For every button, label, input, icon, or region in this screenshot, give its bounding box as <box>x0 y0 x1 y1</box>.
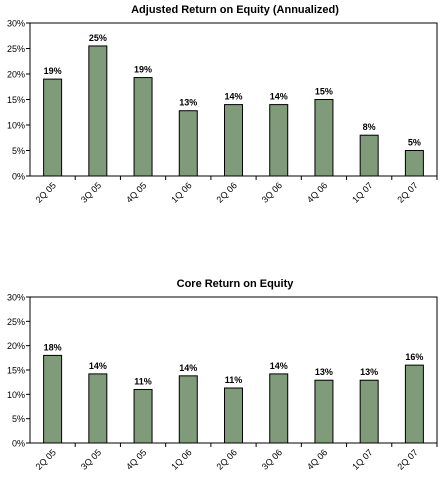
x-tick-label: 2Q 06 <box>214 447 238 471</box>
y-tick-label: 30% <box>7 293 25 303</box>
data-label: 14% <box>89 361 107 371</box>
y-tick-label: 10% <box>7 121 25 131</box>
x-tick-label: 4Q 06 <box>305 447 329 471</box>
data-label: 13% <box>179 98 197 108</box>
x-axis: 2Q 05 3Q 05 4Q 05 1Q 06 2Q 06 3Q 06 4Q 06 1Q 07… <box>34 443 438 472</box>
x-tick-label: 4Q 05 <box>124 447 148 471</box>
x-tick-label: 4Q 05 <box>124 180 148 204</box>
data-labels: 19% 25% 19% 13% 14% 14% 15% 8% 5% <box>44 33 421 148</box>
x-tick-label: 4Q 06 <box>305 180 329 204</box>
x-tick-label: 3Q 06 <box>260 180 284 204</box>
bar <box>133 388 153 444</box>
bar <box>269 104 289 177</box>
bar <box>43 78 63 177</box>
bar <box>43 354 63 444</box>
x-tick-label: 2Q 06 <box>214 180 238 204</box>
bar <box>88 45 108 177</box>
data-label: 14% <box>270 361 288 371</box>
data-labels: 18% 14% 11% 14% 11% 14% 13% 13% 16% <box>44 342 424 386</box>
y-axis: 0% 5% 10% 15% 20% 25% 30% <box>7 19 30 182</box>
bar <box>224 387 243 444</box>
x-tick-label: 2Q 05 <box>34 180 58 204</box>
y-tick-label: 5% <box>12 146 25 156</box>
x-tick-label: 2Q 05 <box>34 447 58 471</box>
data-label: 14% <box>179 363 197 373</box>
y-axis: 0% 5% 10% 15% 20% 25% 30% <box>7 293 30 449</box>
chart-adjusted-roe: Adjusted Return on Equity (Annualized) 0… <box>7 4 438 205</box>
data-label: 13% <box>360 367 378 377</box>
x-tick-label: 2Q 07 <box>395 447 419 471</box>
data-label: 18% <box>44 342 62 352</box>
data-label: 5% <box>408 138 421 148</box>
data-label: 15% <box>315 87 333 97</box>
bar <box>178 110 198 177</box>
y-tick-label: 30% <box>7 19 25 29</box>
bar <box>88 373 108 444</box>
x-tick-label: 1Q 06 <box>169 447 193 471</box>
bar <box>359 134 379 177</box>
y-tick-label: 25% <box>7 44 25 54</box>
y-tick-label: 15% <box>7 366 25 376</box>
bar <box>224 104 243 177</box>
data-label: 11% <box>225 375 243 385</box>
x-tick-label: 2Q 07 <box>395 180 419 204</box>
bar <box>133 77 153 177</box>
y-tick-label: 25% <box>7 317 25 327</box>
y-tick-label: 0% <box>12 439 25 449</box>
bar-series <box>43 45 424 177</box>
data-label: 11% <box>134 376 152 386</box>
bar <box>404 364 424 444</box>
x-tick-label: 1Q 07 <box>350 447 374 471</box>
bar-series <box>43 354 424 444</box>
bar <box>269 373 289 444</box>
x-tick-label: 1Q 06 <box>169 180 193 204</box>
y-tick-label: 15% <box>7 95 25 105</box>
chart-core-roe: Core Return on Equity 0% 5% 10% 15% 20% 25% 30… <box>7 278 438 472</box>
bar <box>178 375 198 444</box>
x-tick-label: 3Q 05 <box>79 447 103 471</box>
x-axis: 2Q 05 3Q 05 4Q 05 1Q 06 2Q 06 3Q 06 4Q 06 1Q 07… <box>34 176 438 205</box>
y-tick-label: 20% <box>7 70 25 80</box>
data-label: 14% <box>270 92 288 102</box>
data-label: 8% <box>363 122 376 132</box>
bar <box>359 379 379 444</box>
data-label: 19% <box>134 65 152 75</box>
data-label: 13% <box>315 367 333 377</box>
data-label: 25% <box>89 33 107 43</box>
x-tick-label: 3Q 05 <box>79 180 103 204</box>
data-label: 19% <box>44 66 62 76</box>
data-label: 16% <box>405 352 423 362</box>
chart-title: Core Return on Equity <box>177 278 295 290</box>
y-tick-label: 0% <box>12 172 25 182</box>
bar <box>314 379 334 444</box>
y-tick-label: 20% <box>7 341 25 351</box>
bar <box>314 99 334 177</box>
x-tick-label: 3Q 06 <box>260 447 284 471</box>
bar <box>404 150 424 177</box>
y-tick-label: 5% <box>12 414 25 424</box>
y-tick-label: 10% <box>7 390 25 400</box>
x-tick-label: 1Q 07 <box>350 180 374 204</box>
chart-title: Adjusted Return on Equity (Annualized) <box>131 4 339 16</box>
data-label: 14% <box>224 92 242 102</box>
